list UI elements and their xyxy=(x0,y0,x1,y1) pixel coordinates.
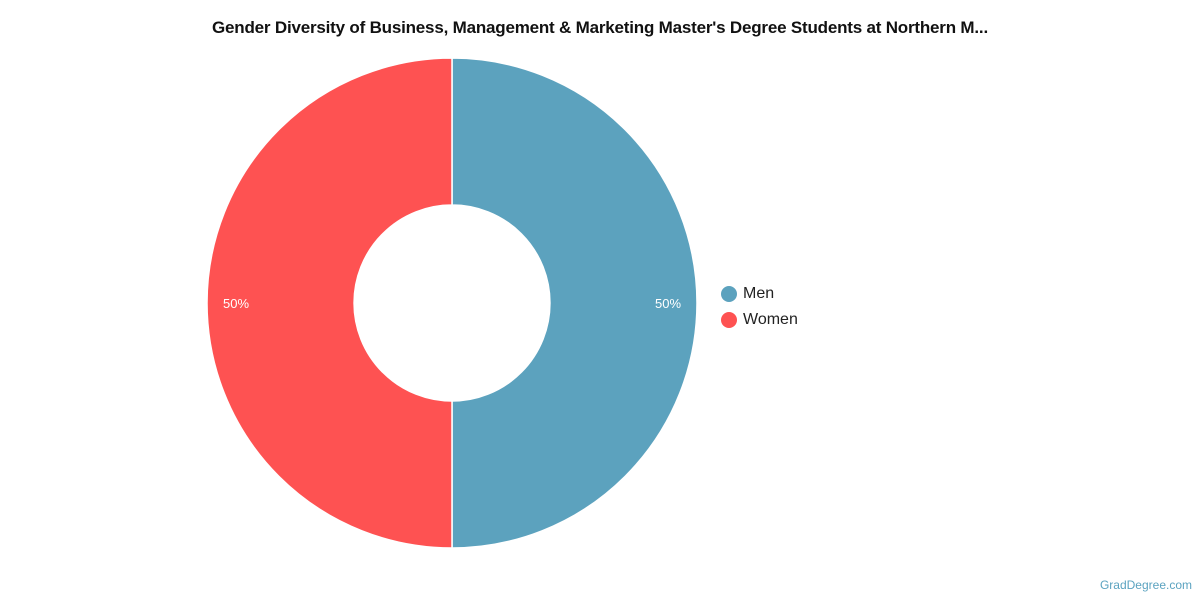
legend-swatch-women xyxy=(721,312,737,328)
data-label-women: 50% xyxy=(223,296,249,311)
slice-women[interactable] xyxy=(206,57,453,549)
legend-swatch-men xyxy=(721,286,737,302)
chart-title: Gender Diversity of Business, Management… xyxy=(212,18,988,37)
slice-men[interactable] xyxy=(451,57,698,549)
legend-label-women: Women xyxy=(743,311,798,328)
legend-label-men: Men xyxy=(743,285,775,302)
legend-item-women[interactable]: Women xyxy=(721,307,798,333)
credit-link[interactable]: GradDegree.com xyxy=(1099,578,1192,592)
legend-item-men[interactable]: Men xyxy=(721,281,798,307)
legend: Men Women xyxy=(721,281,798,333)
data-label-men: 50% xyxy=(655,296,681,311)
